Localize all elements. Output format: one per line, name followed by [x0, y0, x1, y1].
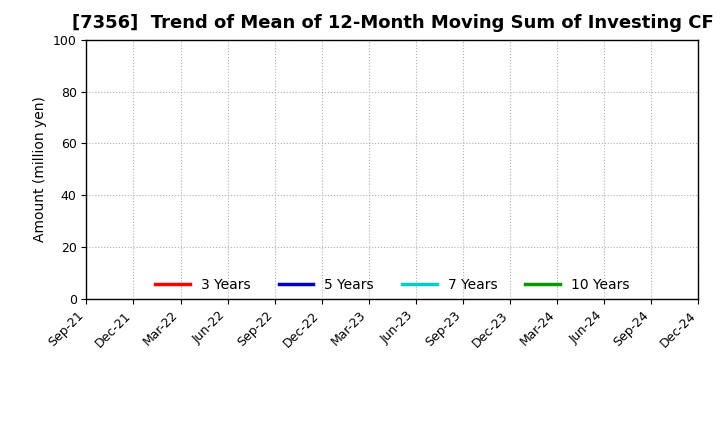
Title: [7356]  Trend of Mean of 12-Month Moving Sum of Investing CF: [7356] Trend of Mean of 12-Month Moving … [71, 15, 714, 33]
Legend: 3 Years, 5 Years, 7 Years, 10 Years: 3 Years, 5 Years, 7 Years, 10 Years [150, 272, 635, 297]
Y-axis label: Amount (million yen): Amount (million yen) [33, 96, 48, 242]
